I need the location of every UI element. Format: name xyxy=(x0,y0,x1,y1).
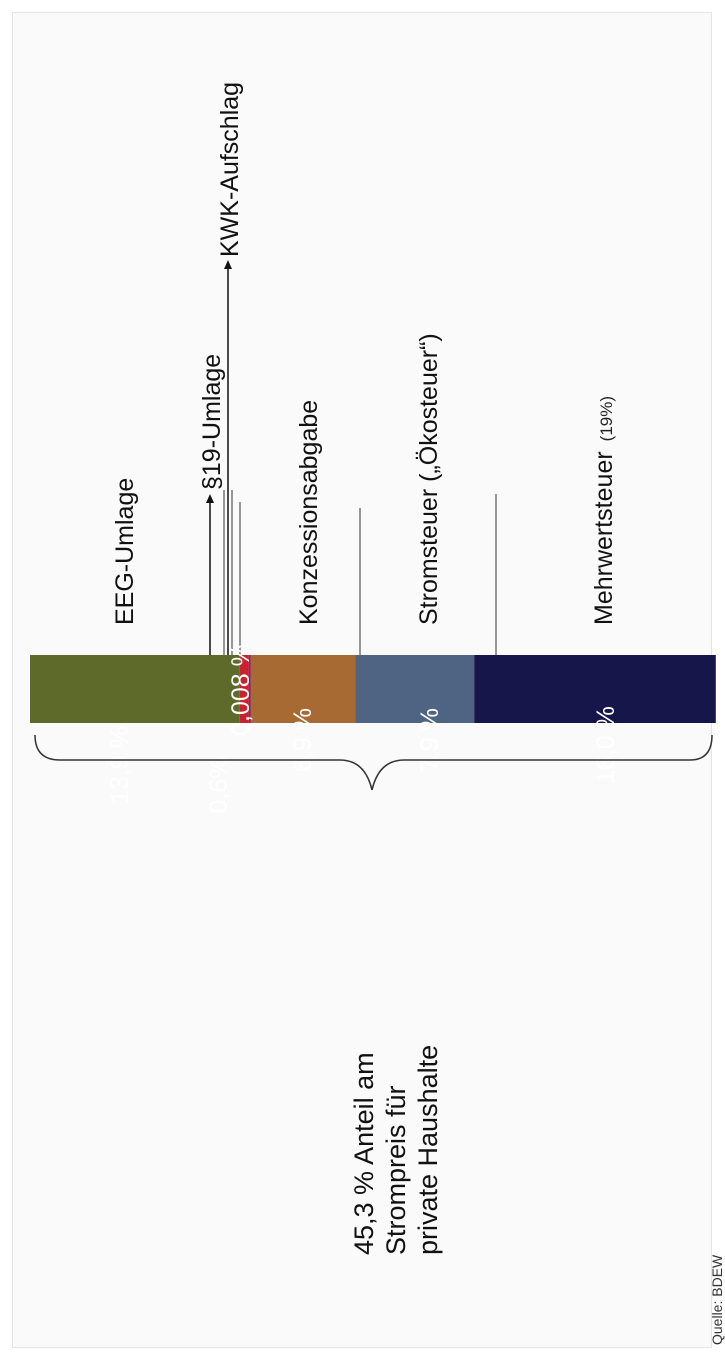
total-line-3: private Haushalte xyxy=(413,1045,443,1255)
value-label-mehrwertsteuer: 16,0 % xyxy=(592,706,620,784)
value-label-konzessionsabgabe: 6,9 % xyxy=(289,708,317,772)
total-line-2: Strompreis für xyxy=(381,1085,411,1255)
category-label-19-umlage: §19-Umlage xyxy=(198,354,226,490)
bar-segment-kwk-aufschlag xyxy=(248,655,251,723)
value-label-19-umlage: 0,6% xyxy=(205,757,233,814)
category-label-mehrwertsteuer: Mehrwertsteuer(19%) xyxy=(590,396,618,625)
total-line-1: 45,3 % Anteil am xyxy=(349,1052,379,1255)
arrow-head-icon xyxy=(206,494,214,503)
category-label-konzessionsabgabe: Konzessionsabgabe xyxy=(295,400,323,625)
arrow-head-icon xyxy=(224,260,232,269)
value-label-eeg-umlage: 13,9 % xyxy=(106,726,134,804)
source-label: Quelle: BDEW xyxy=(709,1254,725,1345)
bar-segment-konzessionsabgabe xyxy=(250,655,356,723)
bar-segment-mehrwertsteuer xyxy=(474,655,716,723)
category-label-eeg-umlage: EEG-Umlage xyxy=(111,478,139,625)
value-label-kwk-aufschlag: 0,008 % xyxy=(227,644,255,736)
category-label-stromsteuer: Stromsteuer („Ökosteuer“) xyxy=(415,333,443,625)
value-label-stromsteuer: 7,9 % xyxy=(416,708,444,772)
category-label-kwk-aufschlag: KWK-Aufschlag xyxy=(216,82,244,257)
bar-segment-19-umlage xyxy=(239,655,249,723)
brace-icon xyxy=(34,734,713,791)
bar-segment-stromsteuer xyxy=(355,655,475,723)
bar-segment-eeg-umlage xyxy=(30,655,240,723)
